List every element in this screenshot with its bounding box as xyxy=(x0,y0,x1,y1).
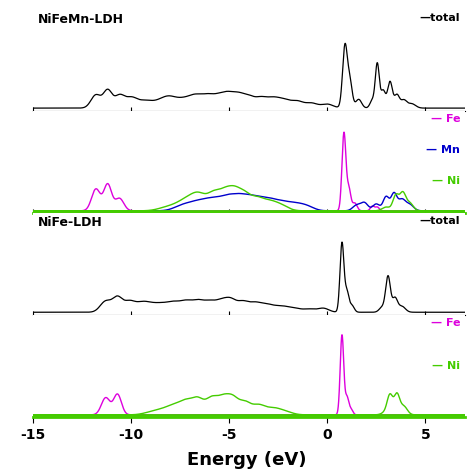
Text: —total: —total xyxy=(419,216,460,227)
Text: NiFe-LDH: NiFe-LDH xyxy=(37,216,102,229)
Text: NiFeMn-LDH: NiFeMn-LDH xyxy=(37,12,124,26)
Text: Energy (eV): Energy (eV) xyxy=(187,451,306,469)
Text: —total: —total xyxy=(419,12,460,23)
Text: — Fe: — Fe xyxy=(431,318,460,328)
Text: — Ni: — Ni xyxy=(432,361,460,371)
Text: — Ni: — Ni xyxy=(432,175,460,186)
Text: — Mn: — Mn xyxy=(426,145,460,155)
Text: — Fe: — Fe xyxy=(431,114,460,125)
